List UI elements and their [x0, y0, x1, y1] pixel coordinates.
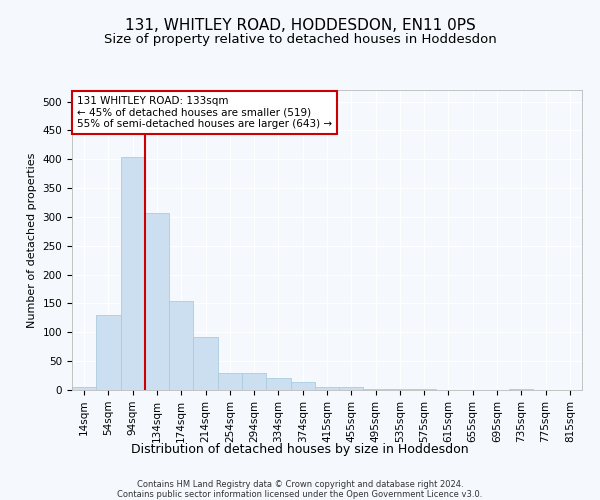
Bar	[266, 378, 290, 390]
Text: 131 WHITLEY ROAD: 133sqm
← 45% of detached houses are smaller (519)
55% of semi-: 131 WHITLEY ROAD: 133sqm ← 45% of detach…	[77, 96, 332, 129]
Bar	[121, 158, 145, 390]
Bar	[339, 386, 364, 390]
Bar	[290, 382, 315, 390]
Bar	[72, 387, 96, 390]
Bar	[169, 300, 193, 390]
Bar	[96, 315, 121, 390]
Text: Contains HM Land Registry data © Crown copyright and database right 2024.
Contai: Contains HM Land Registry data © Crown c…	[118, 480, 482, 500]
Text: 131, WHITLEY ROAD, HODDESDON, EN11 0PS: 131, WHITLEY ROAD, HODDESDON, EN11 0PS	[125, 18, 475, 32]
Text: Distribution of detached houses by size in Hoddesdon: Distribution of detached houses by size …	[131, 442, 469, 456]
Bar	[509, 389, 533, 390]
Bar	[193, 337, 218, 390]
Bar	[218, 372, 242, 390]
Bar	[145, 213, 169, 390]
Text: Size of property relative to detached houses in Hoddesdon: Size of property relative to detached ho…	[104, 32, 496, 46]
Bar	[242, 374, 266, 390]
Y-axis label: Number of detached properties: Number of detached properties	[27, 152, 37, 328]
Bar	[315, 387, 339, 390]
